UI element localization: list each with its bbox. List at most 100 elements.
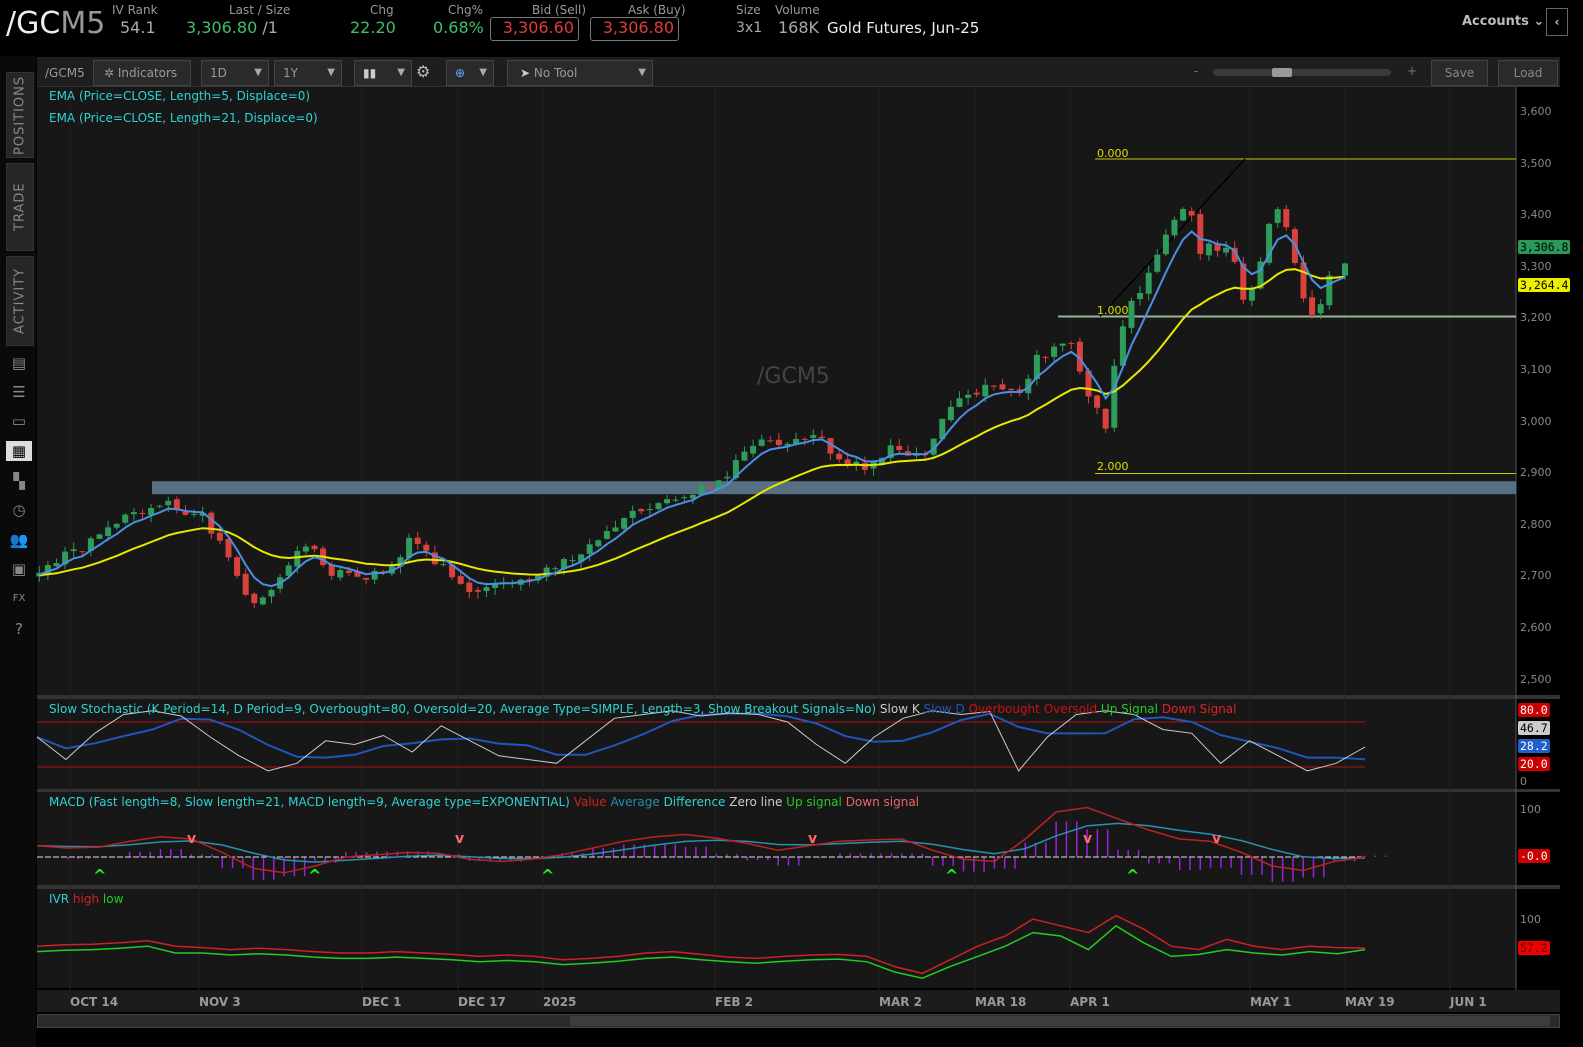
- oversold-tag: 20.0: [1518, 757, 1550, 771]
- accounts-dropdown[interactable]: Accounts ⌄: [1462, 14, 1544, 29]
- history-icon[interactable]: ◷: [12, 501, 26, 519]
- zoom-in-button[interactable]: +: [1407, 64, 1418, 78]
- candle: [483, 587, 490, 592]
- panel-divider: [37, 695, 1560, 699]
- load-button[interactable]: Load: [1498, 60, 1558, 86]
- settings-gear-icon[interactable]: ⚙: [416, 62, 431, 81]
- candle: [1137, 293, 1144, 300]
- community-icon[interactable]: 👥: [9, 531, 29, 549]
- series-legend-item: Up signal: [786, 795, 846, 809]
- candle: [1266, 223, 1273, 263]
- series-legend-item: high: [72, 892, 103, 906]
- candle: [741, 451, 748, 461]
- series-legend-item: Down signal: [845, 795, 919, 809]
- help-icon[interactable]: ?: [15, 620, 23, 638]
- timeframe-select[interactable]: 1Y ▼: [274, 60, 342, 86]
- stoch-zero-label: 0: [1520, 775, 1527, 788]
- macd-up-signal-icon: ^: [1126, 866, 1139, 885]
- macd-up-signal-icon: ^: [541, 866, 554, 885]
- zoom-out-button[interactable]: -: [1194, 64, 1199, 78]
- candle: [44, 565, 51, 574]
- scrollbar-thumb[interactable]: [570, 1016, 1550, 1026]
- series-legend-item: Overbought: [968, 702, 1044, 716]
- macd-down-signal-icon: v: [455, 831, 464, 847]
- charts-icon[interactable]: ▦: [6, 441, 32, 461]
- accounts-label: Accounts: [1462, 14, 1529, 29]
- ivr-100-label: 100: [1520, 913, 1541, 926]
- symbol-title[interactable]: /GCM5: [6, 6, 105, 41]
- candle: [414, 537, 421, 544]
- macd-100-label: 100: [1520, 803, 1541, 816]
- candle: [784, 443, 791, 446]
- drawing-tool-select[interactable]: ➤ No Tool ▼: [507, 60, 653, 86]
- price-tick: 3,200: [1520, 311, 1552, 325]
- last-label: Last / Size: [229, 3, 291, 17]
- candle: [294, 550, 301, 567]
- news-icon[interactable]: ▤: [11, 354, 27, 372]
- time-tick: FEB 2: [715, 995, 754, 1009]
- left-sidebar: POSITIONS TRADE ACTIVITY ▤ ☰ ▭ ▦ ▚ ◷ 👥 ▣…: [0, 56, 36, 1047]
- candle: [586, 544, 593, 554]
- ema21-price-tag: 3,264.4: [1518, 278, 1571, 292]
- candle: [328, 564, 335, 576]
- candle: [96, 534, 103, 539]
- slow-k-line: [36, 710, 1366, 772]
- macd-up-signal-icon: ^: [945, 866, 958, 885]
- fx-icon[interactable]: FX: [12, 593, 26, 604]
- layout-select[interactable]: ⊕ ▼: [446, 60, 494, 86]
- time-tick: NOV 3: [199, 995, 241, 1009]
- ivr-high-line: [36, 914, 1366, 975]
- candle: [406, 537, 413, 558]
- candle: [148, 508, 155, 515]
- symbol-suffix: M5: [60, 6, 106, 41]
- candle: [363, 578, 370, 580]
- candle: [345, 570, 352, 573]
- series-legend-item: low: [102, 892, 124, 906]
- indicators-button[interactable]: ✲ Indicators: [93, 60, 191, 86]
- chart-type-select[interactable]: ▮▮ ▼: [354, 60, 412, 86]
- candle: [242, 573, 249, 595]
- candle: [844, 459, 851, 466]
- candle: [861, 462, 868, 470]
- bid-button[interactable]: 3,306.60: [490, 17, 579, 41]
- caret-down-icon: ▼: [638, 67, 646, 78]
- zoom-slider-handle[interactable]: [1271, 68, 1292, 77]
- ivr-title: IVR: [49, 892, 70, 906]
- grid-icon[interactable]: ▚: [13, 472, 25, 490]
- horizontal-scrollbar[interactable]: [37, 1014, 1560, 1028]
- overbought-tag: 80.0: [1518, 703, 1550, 717]
- save-button[interactable]: Save: [1431, 60, 1488, 86]
- aggregation-value: 1D: [210, 66, 227, 80]
- series-legend-item: Difference: [663, 795, 730, 809]
- caret-down-icon: ▼: [479, 67, 487, 78]
- candle: [87, 538, 94, 551]
- candle: [1326, 275, 1333, 306]
- candle: [457, 576, 464, 584]
- aggregation-select[interactable]: 1D ▼: [201, 60, 269, 86]
- candle: [990, 385, 997, 387]
- candle: [689, 494, 696, 499]
- chevron-down-icon: ⌄: [1533, 14, 1545, 29]
- collapse-panel-button[interactable]: ‹: [1546, 8, 1568, 36]
- series-legend-item: Zero line: [729, 795, 787, 809]
- toolbar-symbol[interactable]: /GCM5: [45, 66, 85, 80]
- price-tick: 2,700: [1520, 569, 1552, 583]
- instrument-description: Gold Futures, Jun-25: [827, 19, 980, 37]
- watchlist-icon[interactable]: ☰: [12, 383, 26, 401]
- candle: [285, 565, 292, 576]
- candle: [1214, 243, 1221, 251]
- tv-icon[interactable]: ▭: [11, 412, 27, 430]
- price-tick: 2,800: [1520, 517, 1552, 531]
- calendar-icon[interactable]: ▣: [11, 560, 27, 578]
- candle: [836, 453, 843, 460]
- candle: [79, 551, 86, 553]
- volume-value: 168K: [778, 18, 820, 37]
- series-legend-item: Slow D: [923, 702, 969, 716]
- macd-legend: MACD (Fast length=8, Slow length=21, MAC…: [49, 795, 919, 809]
- candle: [1162, 234, 1169, 255]
- candle: [750, 445, 757, 454]
- ask-button[interactable]: 3,306.80: [590, 17, 679, 41]
- candle: [947, 406, 954, 421]
- zoom-slider[interactable]: [1213, 68, 1391, 77]
